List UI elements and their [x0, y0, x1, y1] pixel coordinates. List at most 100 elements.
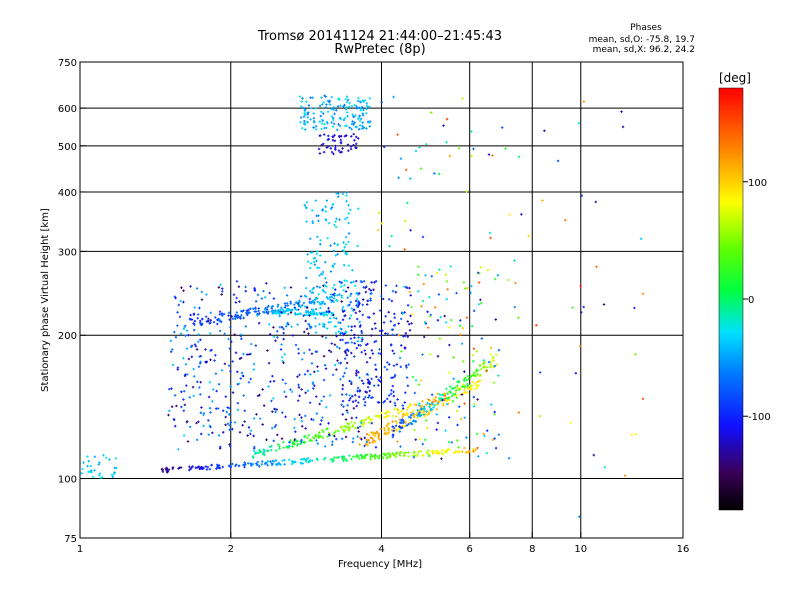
- echo-point: [358, 119, 362, 123]
- echo-point: [175, 404, 178, 408]
- echo-point: [80, 472, 83, 475]
- echo-point: [337, 97, 340, 101]
- echo-point: [564, 218, 567, 222]
- echo-point: [343, 309, 346, 312]
- echo-point: [200, 323, 203, 327]
- echo-point: [443, 314, 446, 318]
- echo-point: [369, 436, 372, 439]
- echo-point: [326, 99, 330, 103]
- echo-point: [358, 390, 361, 393]
- echo-point: [301, 127, 304, 130]
- x-axis-label: Frequency [MHz]: [338, 559, 422, 570]
- echo-point: [349, 292, 353, 296]
- echo-point: [339, 361, 342, 365]
- echo-point: [309, 237, 312, 240]
- echo-point: [380, 411, 383, 415]
- echo-point: [381, 329, 384, 332]
- echo-point: [194, 345, 198, 348]
- echo-point: [342, 333, 345, 337]
- echo-point: [293, 417, 296, 421]
- echo-point: [218, 318, 221, 322]
- echo-point: [456, 450, 460, 453]
- echo-point: [293, 426, 296, 430]
- echo-point: [341, 383, 345, 387]
- echo-point: [297, 383, 300, 387]
- echo-point: [283, 286, 286, 290]
- echo-point: [196, 317, 199, 320]
- echo-point: [314, 125, 318, 128]
- echo-point: [180, 405, 183, 409]
- echo-point: [422, 283, 425, 286]
- echo-point: [182, 357, 185, 360]
- echo-point: [418, 437, 422, 441]
- echo-point: [378, 416, 381, 420]
- echo-point: [501, 126, 504, 129]
- echo-point: [197, 365, 201, 368]
- echo-point: [260, 463, 264, 466]
- echo-point: [293, 438, 296, 442]
- echo-point: [188, 317, 192, 320]
- echo-point: [343, 124, 347, 128]
- echo-point: [356, 389, 359, 393]
- echo-point: [486, 269, 490, 272]
- echo-point: [304, 391, 307, 394]
- echo-point: [477, 303, 481, 306]
- echo-point: [346, 115, 349, 118]
- echo-point: [347, 105, 351, 109]
- echo-point: [362, 100, 365, 103]
- echo-point: [168, 409, 171, 412]
- echo-point: [319, 239, 322, 242]
- echo-point: [374, 368, 378, 371]
- echo-point: [183, 403, 187, 407]
- echo-point: [309, 96, 312, 99]
- echo-point: [345, 216, 349, 219]
- echo-point: [370, 327, 374, 331]
- echo-point: [180, 390, 183, 393]
- echo-point: [458, 388, 461, 391]
- echo-point: [358, 114, 361, 118]
- echo-point: [384, 431, 387, 434]
- echo-point: [263, 296, 267, 299]
- echo-point: [306, 260, 310, 263]
- echo-point: [364, 396, 367, 399]
- echo-point: [171, 363, 175, 367]
- echo-point: [329, 293, 333, 296]
- echo-point: [478, 272, 481, 275]
- echo-point: [456, 423, 459, 427]
- echo-point: [413, 454, 417, 457]
- echo-point: [348, 454, 351, 457]
- echo-point: [393, 323, 397, 327]
- echo-point: [340, 281, 343, 284]
- echo-point: [86, 464, 89, 468]
- echo-point: [368, 105, 371, 109]
- echo-point: [404, 391, 407, 394]
- echo-point: [459, 417, 463, 421]
- echo-point: [313, 370, 316, 374]
- echo-point: [366, 120, 370, 124]
- echo-point: [322, 101, 325, 104]
- echo-point: [419, 408, 423, 411]
- echo-point: [374, 457, 377, 460]
- echo-point: [236, 408, 240, 412]
- echo-point: [298, 413, 301, 417]
- colorbar-unit-label: [deg]: [719, 71, 751, 85]
- echo-point: [504, 147, 507, 150]
- echo-point: [340, 426, 343, 429]
- echo-point: [266, 460, 270, 463]
- echo-point: [347, 264, 351, 267]
- echo-point: [346, 111, 349, 114]
- echo-point: [336, 243, 339, 247]
- echo-point: [495, 363, 498, 366]
- echo-point: [297, 386, 301, 389]
- echo-point: [345, 279, 349, 283]
- echo-point: [161, 468, 164, 471]
- echo-point: [400, 421, 403, 425]
- echo-point: [390, 299, 394, 303]
- echo-point: [248, 311, 251, 314]
- echo-point: [344, 424, 347, 428]
- echo-point: [368, 382, 371, 386]
- echo-point: [240, 314, 243, 317]
- echo-point: [258, 312, 261, 315]
- echo-point: [312, 308, 315, 312]
- echo-point: [362, 382, 365, 385]
